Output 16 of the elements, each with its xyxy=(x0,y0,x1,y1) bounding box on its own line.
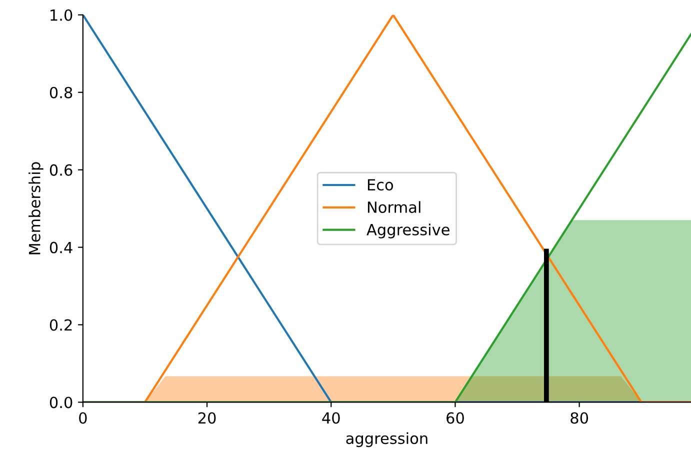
y-tick-label: 0.0 xyxy=(50,396,72,408)
y-tick-label: 0.6 xyxy=(50,164,72,176)
legend-label: Normal xyxy=(368,201,420,213)
y-tick-label: 0.2 xyxy=(50,319,72,331)
legend-label: Eco xyxy=(368,179,394,191)
x-tick-label: 0 xyxy=(79,412,87,424)
y-tick-label: 0.4 xyxy=(50,242,72,254)
x-tick-label: 60 xyxy=(446,412,464,424)
x-tick-label: 20 xyxy=(198,412,216,424)
y-tick-label: 1.0 xyxy=(50,9,72,21)
legend-label: Aggressive xyxy=(366,224,450,238)
x-tick-label: 40 xyxy=(322,412,340,424)
x-axis-title: aggression xyxy=(346,432,428,448)
y-tick-label: 0.8 xyxy=(50,86,72,98)
y-axis-title: Membership xyxy=(28,162,44,254)
x-tick-label: 80 xyxy=(570,412,588,424)
